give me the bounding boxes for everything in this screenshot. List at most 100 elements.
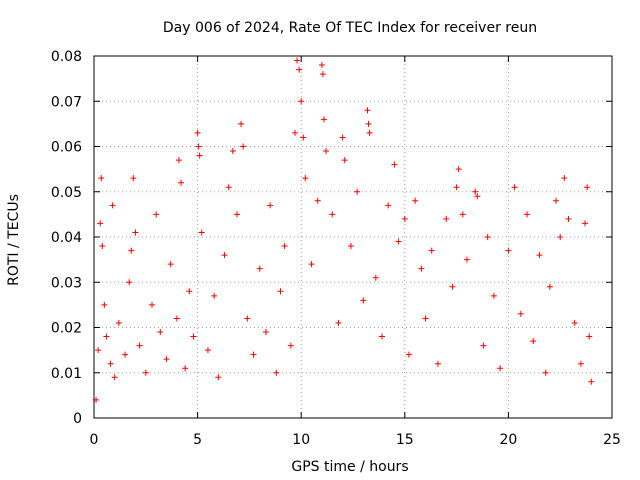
data-point <box>198 229 205 236</box>
data-point <box>557 234 564 240</box>
data-point <box>546 283 553 290</box>
data-point <box>211 292 218 299</box>
data-point <box>379 333 386 340</box>
data-point <box>111 374 118 381</box>
x-tick-label: 5 <box>193 432 202 448</box>
data-point <box>277 288 284 295</box>
data-point <box>250 351 257 358</box>
y-tick-label: 0.08 <box>51 49 82 65</box>
x-axis-label: GPS time / hours <box>291 459 408 475</box>
data-point <box>163 356 170 363</box>
data-point <box>238 120 245 127</box>
y-tick-label: 0.05 <box>51 185 82 201</box>
x-tick-label: 25 <box>603 432 621 448</box>
data-point <box>418 265 425 272</box>
data-point <box>391 161 398 168</box>
data-point <box>107 360 114 367</box>
data-point <box>103 333 110 340</box>
data-point <box>186 288 193 295</box>
data-point <box>233 211 240 218</box>
data-point <box>571 319 578 326</box>
ticks-layer <box>93 55 613 419</box>
data-point <box>130 175 137 182</box>
data-point <box>412 197 419 204</box>
data-point <box>318 62 325 69</box>
data-point <box>341 157 348 164</box>
data-point <box>267 202 274 209</box>
data-point <box>577 360 584 367</box>
data-point <box>453 184 460 191</box>
data-point <box>530 338 537 345</box>
data-point <box>511 184 518 191</box>
x-tick-label: 20 <box>499 432 517 448</box>
data-point <box>497 365 504 372</box>
data-point <box>443 215 450 222</box>
data-point <box>319 71 326 78</box>
data-point <box>122 351 129 358</box>
data-point <box>484 234 491 240</box>
data-point <box>149 301 156 308</box>
data-point <box>195 143 202 150</box>
data-point <box>109 202 116 209</box>
data-point <box>455 166 462 173</box>
data-point <box>372 274 379 281</box>
y-tick-label: 0.03 <box>51 275 82 291</box>
data-point <box>472 188 479 195</box>
data-point <box>422 315 429 322</box>
data-point <box>262 329 269 336</box>
data-point <box>132 229 139 236</box>
x-tick-label: 0 <box>90 432 99 448</box>
data-point <box>153 211 160 218</box>
data-point <box>294 57 301 64</box>
data-point <box>240 143 247 150</box>
data-point <box>459 211 466 218</box>
chart-title: Day 006 of 2024, Rate Of TEC Index for r… <box>163 20 537 36</box>
data-point <box>395 238 402 245</box>
data-point <box>561 175 568 182</box>
x-tick-labels: 0 5 10 15 20 25 <box>90 432 621 448</box>
data-point <box>480 342 487 349</box>
data-point <box>196 152 203 159</box>
x-tick-label: 10 <box>292 432 310 448</box>
data-point <box>320 116 327 123</box>
data-point <box>335 319 342 326</box>
data-point <box>308 261 315 268</box>
data-point <box>229 148 236 155</box>
data-point <box>428 247 435 254</box>
data-point <box>126 279 133 286</box>
data-point <box>354 188 361 195</box>
data-point <box>360 297 367 304</box>
data-point <box>385 202 392 209</box>
data-point <box>178 179 185 186</box>
y-tick-label: 0.06 <box>51 140 82 156</box>
data-point <box>405 351 412 358</box>
data-point <box>98 175 105 182</box>
data-point <box>339 134 346 141</box>
data-point <box>194 129 201 136</box>
x-tick-label: 15 <box>396 432 414 448</box>
data-point <box>302 175 309 182</box>
data-point <box>463 256 470 263</box>
data-point <box>517 310 524 317</box>
data-point <box>296 66 303 73</box>
y-tick-labels: 0 0.01 0.02 0.03 0.04 0.05 0.06 0.07 0.08 <box>51 49 82 427</box>
y-tick-label: 0.01 <box>51 366 82 382</box>
data-point <box>190 333 197 340</box>
points-layer <box>93 57 595 403</box>
data-point <box>586 333 593 340</box>
data-point <box>97 220 104 227</box>
data-point <box>584 184 591 191</box>
data-point <box>128 247 135 254</box>
data-point <box>505 247 512 254</box>
data-point <box>142 369 149 376</box>
data-point <box>99 243 106 250</box>
data-point <box>281 243 288 250</box>
data-point <box>536 252 543 259</box>
data-point <box>401 215 408 222</box>
data-point <box>175 157 182 164</box>
data-point <box>329 211 336 218</box>
data-point <box>314 197 321 204</box>
data-point <box>300 134 307 141</box>
y-tick-label: 0.02 <box>51 321 82 337</box>
